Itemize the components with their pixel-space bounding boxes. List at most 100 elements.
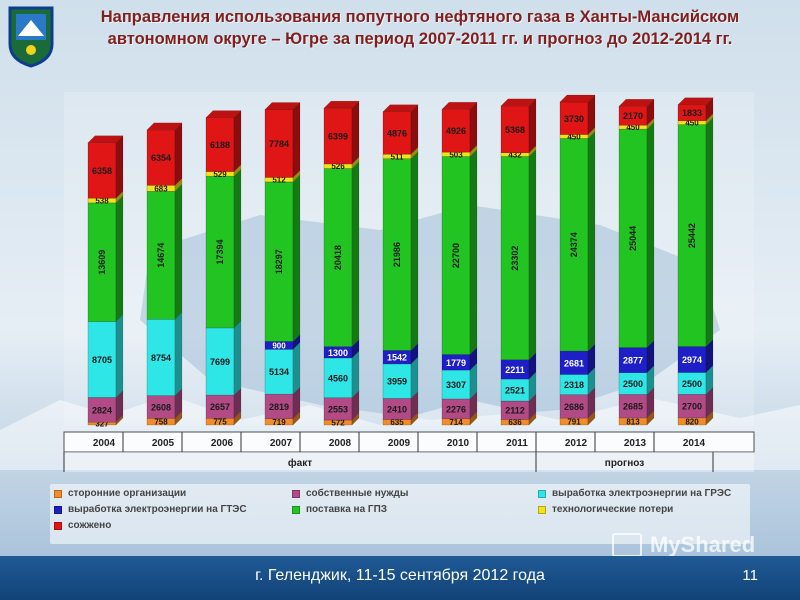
bar-side: [528, 411, 537, 426]
bar-face: [500, 105, 530, 153]
bar-segment: 2553: [323, 390, 360, 421]
legend-label: выработка электроэнергии на ГТЭС: [68, 504, 247, 515]
bar-segment: 327: [87, 414, 124, 429]
bar-side: [587, 387, 596, 419]
bar-segment: 2500: [677, 365, 714, 395]
legend-swatch: [538, 489, 546, 498]
data-label: 6358: [92, 166, 112, 176]
data-label: 758: [154, 418, 168, 427]
data-label: 2276: [446, 404, 466, 414]
data-label: 3307: [446, 380, 466, 390]
bar-segment: 7699: [205, 320, 242, 396]
data-label: 450: [626, 123, 640, 132]
bar-side: [233, 387, 242, 419]
data-label: 529: [213, 170, 227, 179]
bar-side: [528, 371, 537, 402]
data-label: 512: [272, 176, 286, 185]
data-label: 5368: [505, 125, 525, 135]
bar-face: [382, 363, 412, 399]
bar-face: [441, 369, 471, 400]
tick-label: 2009: [388, 438, 411, 449]
bar-side: [705, 339, 714, 373]
bar-side: [233, 110, 242, 173]
group-row: [64, 452, 754, 472]
bar-top: [500, 98, 537, 107]
bar-stack-2006: 775 2657 7699 17394 529 6188: [205, 110, 242, 427]
data-label: 635: [390, 418, 404, 427]
data-label: 2170: [623, 111, 643, 121]
data-label: 2685: [623, 402, 643, 412]
bar-top: [264, 102, 301, 110]
data-label: 22700: [451, 243, 461, 268]
bar-segment: 2824: [87, 390, 124, 423]
bar-top: [87, 135, 124, 143]
bar-side: [115, 390, 124, 423]
bar-face: [500, 156, 530, 361]
bar-segment: 2685: [618, 387, 655, 419]
bar-top: [382, 104, 419, 112]
bar-top: [441, 101, 478, 110]
bar-segment: 450: [618, 117, 655, 132]
tick-label: 2004: [93, 438, 116, 449]
bar-face: [87, 202, 117, 322]
data-label: 2318: [564, 380, 584, 390]
bar-segment: 2657: [205, 387, 242, 419]
data-label: 18297: [274, 249, 284, 274]
bar-segment: 775: [205, 410, 242, 427]
bar-face: [146, 191, 176, 320]
legend-item: сторонние организации: [54, 488, 186, 499]
data-label: 900: [272, 341, 286, 350]
data-label: 775: [213, 418, 227, 427]
data-label: 2608: [151, 403, 171, 413]
data-label: 2500: [682, 379, 702, 389]
tick-label: 2012: [565, 438, 588, 449]
bar-side: [646, 340, 655, 374]
tick-label: 2010: [447, 438, 470, 449]
data-label: 2681: [564, 358, 584, 368]
legend-swatch: [54, 489, 62, 498]
data-label: 2700: [682, 402, 702, 412]
bar-face: [323, 107, 353, 165]
bar-side: [174, 388, 183, 419]
data-label: 5134: [269, 367, 289, 377]
bar-stack-2009: 635 2410 3959 1542 21986 511 4876: [382, 104, 419, 427]
bar-top: [677, 97, 714, 105]
bar-segment: 1542: [382, 342, 419, 365]
bar-segment: 4560: [323, 350, 360, 399]
data-label: 572: [331, 419, 345, 428]
data-label: 4926: [446, 126, 466, 136]
bar-side: [115, 135, 124, 199]
data-label: 791: [567, 418, 581, 427]
bar-side: [469, 101, 478, 153]
bar-side: [646, 117, 655, 130]
bar-side: [705, 410, 714, 426]
legend-item: собственные нужды: [292, 488, 408, 499]
data-label: 3959: [387, 377, 407, 387]
footer-bar: г. Геленджик, 11-15 сентября 2012 года 1…: [0, 556, 800, 600]
bar-face: [205, 175, 235, 329]
data-label: 3730: [564, 114, 584, 124]
bar-stack-2010: 714 2276 3307 1779 22700 503 4926: [441, 101, 478, 427]
bar-segment: 2877: [618, 340, 655, 374]
bar-stack-2005: 758 2608 8754 14674 683 6354: [146, 122, 183, 427]
bar-side: [292, 102, 301, 178]
category-axis: 2004 2005 2006 2007 2008 2009 2010 2011 2012 2013…: [63, 431, 755, 472]
bar-segment: 8754: [146, 311, 183, 397]
data-label: 813: [626, 417, 640, 426]
chart-title: Направления использования попутного нефт…: [100, 8, 740, 48]
watermark: MyShared: [612, 530, 787, 560]
group-label: прогноз: [605, 458, 644, 469]
bar-stack-2004: 327 2824 8705 13609 538 6358: [87, 135, 124, 429]
bar-side: [351, 161, 360, 348]
bar-segment: 23302: [500, 149, 537, 361]
bar-face: [677, 346, 707, 373]
bar-side: [587, 410, 596, 426]
bar-segment: 5368: [500, 98, 537, 154]
bar-segment: 25044: [618, 121, 655, 349]
emblem-icon: [8, 6, 54, 68]
bar-top: [323, 100, 360, 109]
bar-segment: 24374: [559, 130, 596, 352]
data-label: 2657: [210, 402, 230, 412]
bar-side: [646, 365, 655, 395]
bar-segment: 2410: [382, 390, 419, 420]
